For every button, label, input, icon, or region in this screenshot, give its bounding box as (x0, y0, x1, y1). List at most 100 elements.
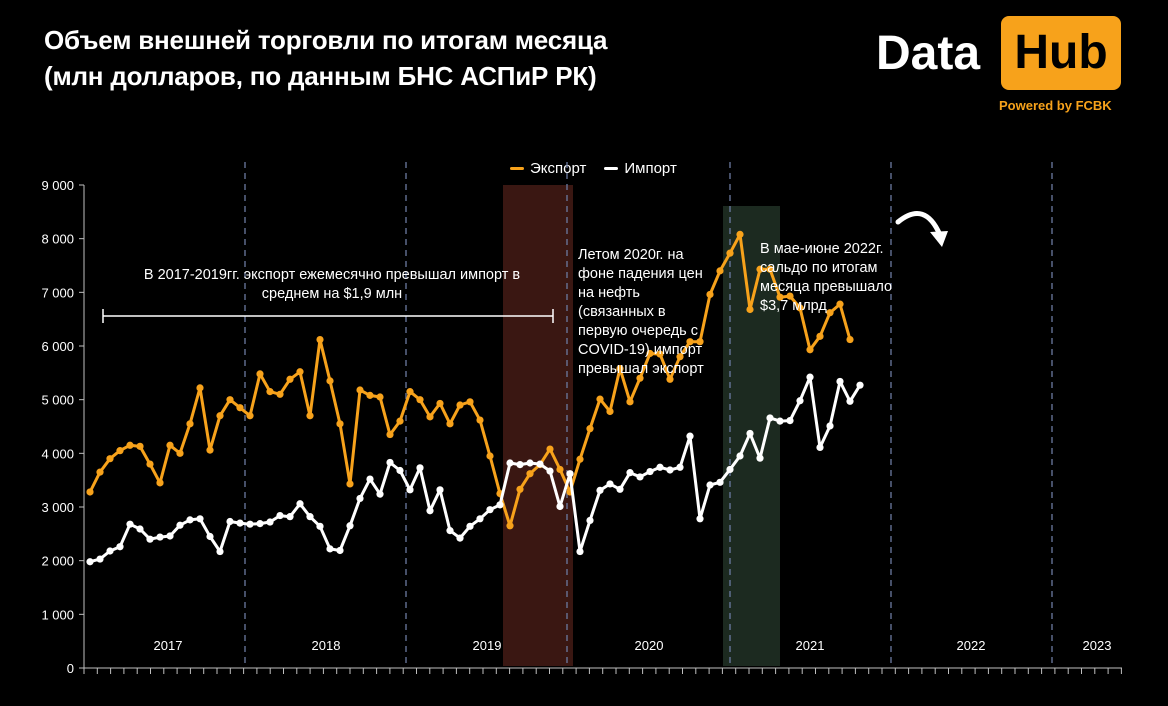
import-data-point (796, 397, 804, 405)
import-data-point (456, 534, 464, 542)
export-data-point (656, 350, 664, 358)
annotation-2022: В мае-июне 2022г. сальдо по итогам месяц… (760, 240, 920, 316)
y-tick-label: 7 000 (41, 285, 74, 300)
export-data-point (406, 388, 414, 396)
export-data-point (216, 412, 224, 420)
import-data-point (186, 516, 194, 524)
export-data-point (346, 480, 354, 488)
annotation-2020-line: превышал экспорт (578, 361, 704, 377)
export-data-point (806, 346, 814, 354)
export-data-point (586, 425, 594, 433)
import-data-point (326, 545, 334, 553)
import-data-point (506, 459, 514, 467)
import-data-point (106, 547, 114, 555)
export-data-point (126, 441, 134, 449)
export-data-point (396, 417, 404, 425)
legend-label-import: Импорт (624, 160, 677, 177)
export-data-point (646, 349, 654, 358)
import-data-point (806, 373, 814, 381)
import-data-point (736, 452, 744, 460)
import-data-point (816, 443, 824, 452)
import-data-point (286, 513, 294, 521)
export-data-point (136, 442, 144, 450)
year-label: 2019 (473, 638, 502, 653)
import-data-point (386, 458, 394, 467)
import-data-point (526, 459, 534, 467)
import-data-point (466, 522, 474, 530)
import-data-point (746, 429, 754, 438)
import-data-point (836, 377, 844, 386)
import-data-point (556, 502, 564, 511)
export-data-point (506, 522, 514, 530)
logo-data-text: Data (876, 27, 981, 80)
annotation-2020-line: на нефть (578, 285, 640, 301)
export-data-point (766, 265, 774, 273)
export-data-point (576, 455, 584, 463)
chart-title: Объем внешней торговли по итогам месяца … (44, 22, 608, 94)
datahub-logo: Data Hub Powered by FCBK (876, 14, 1126, 114)
import-data-point (846, 397, 854, 405)
export-data-point (786, 292, 794, 300)
export-data-point (466, 398, 474, 406)
import-data-point (476, 515, 484, 523)
import-data-point (676, 463, 684, 471)
import-data-point (756, 454, 764, 462)
export-data-point (546, 445, 554, 453)
import-data-point (576, 547, 584, 556)
legend-swatch-export (510, 167, 524, 170)
import-data-point (346, 522, 354, 530)
y-tick-label: 9 000 (41, 178, 74, 193)
import-data-point (206, 532, 214, 541)
year-label: 2023 (1083, 638, 1112, 653)
export-data-point (636, 374, 644, 382)
title-line-1: Объем внешней торговли по итогам месяца (44, 25, 608, 55)
export-data-point (366, 391, 374, 399)
export-data-point (206, 446, 214, 454)
export-data-point (706, 290, 714, 299)
export-data-point (306, 412, 314, 420)
import-data-point (496, 501, 504, 509)
legend-swatch-import (604, 167, 619, 170)
annotation-2022-line: сальдо по итогам (760, 260, 878, 276)
import-data-point (486, 506, 494, 514)
export-data-point (236, 404, 244, 412)
export-data-point (596, 395, 604, 403)
import-data-point (626, 469, 634, 477)
export-data-point (276, 390, 284, 398)
import-data-point (696, 515, 704, 523)
export-data-point (696, 338, 704, 346)
annotation-2017-2019: В 2017-2019гг. экспорт ежемесячно превыш… (112, 266, 552, 304)
year-label: 2018 (312, 638, 341, 653)
import-data-point (426, 507, 434, 515)
import-data-point (246, 520, 254, 528)
import-data-point (536, 460, 544, 468)
export-data-point (686, 338, 694, 346)
export-data-point (106, 455, 114, 463)
year-label: 2022 (957, 638, 986, 653)
annotation-2020-line: Летом 2020г. на (578, 247, 684, 263)
import-data-point (616, 485, 624, 493)
import-data-point (336, 546, 344, 555)
import-data-point (586, 516, 594, 525)
export-data-point (756, 265, 764, 273)
import-data-point (376, 490, 384, 498)
export-data-point (826, 309, 834, 317)
import-data-point (146, 535, 154, 543)
year-label: 2021 (796, 638, 825, 653)
y-tick-label: 2 000 (41, 554, 74, 569)
legend-label-export: Экспорт (530, 160, 587, 177)
legend-item-export: Экспорт (510, 160, 586, 177)
highlight-band-2020 (503, 185, 573, 666)
import-data-point (766, 414, 774, 422)
export-data-point (266, 388, 274, 396)
import-data-point (686, 432, 694, 440)
import-data-point (256, 520, 264, 528)
import-data-point (396, 466, 404, 475)
y-tick-label: 4 000 (41, 446, 74, 461)
year-label: 2017 (154, 638, 183, 653)
import-data-point (776, 417, 784, 425)
export-data-point (746, 305, 754, 314)
export-data-point (146, 460, 154, 468)
legend-item-import: Импорт (604, 160, 677, 177)
export-data-point (626, 398, 634, 406)
